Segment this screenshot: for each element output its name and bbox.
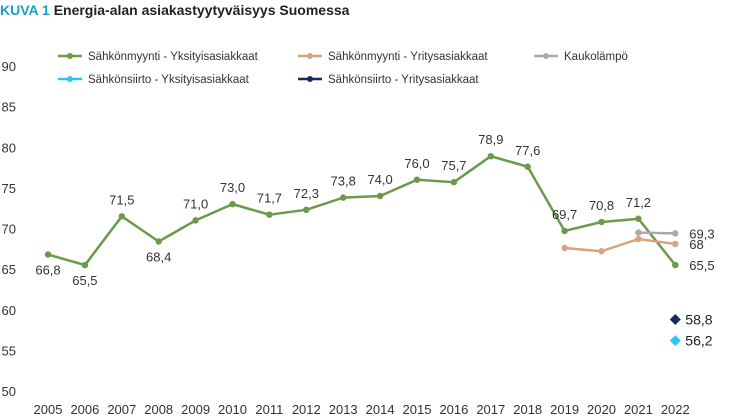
- data-point: [672, 261, 679, 269]
- data-point: [672, 230, 679, 237]
- x-tick-label: 2019: [550, 402, 579, 417]
- data-point: [266, 211, 273, 218]
- legend-label: Sähkönsiirto - Yksityisasiakkaat: [88, 74, 250, 86]
- data-label: 70,8: [589, 198, 614, 213]
- y-tick-label: 55: [2, 343, 16, 358]
- y-tick-label: 90: [2, 59, 16, 74]
- x-tick-label: 2016: [439, 402, 468, 417]
- legend-label: Kaukolämpö: [564, 51, 628, 63]
- series-line: [47, 154, 677, 267]
- data-point: [155, 238, 162, 245]
- x-tick-label: 2011: [255, 402, 283, 417]
- data-label: 74,0: [367, 172, 392, 187]
- legend-marker: [67, 53, 73, 59]
- data-label: 68,4: [146, 250, 171, 265]
- legend-marker: [543, 53, 549, 59]
- x-tick-label: 2017: [476, 402, 505, 417]
- data-point: [303, 206, 310, 214]
- y-tick-label: 65: [2, 262, 16, 277]
- data-point: [487, 152, 494, 160]
- data-label: 76,0: [404, 156, 429, 171]
- x-tick-label: 2022: [661, 402, 690, 417]
- x-tick-label: 2014: [366, 402, 395, 417]
- data-label: 72,3: [294, 186, 319, 201]
- x-tick-label: 2010: [218, 402, 247, 417]
- chart-title: KUVA 1 Energia-alan asiakastyytyväisyys …: [0, 2, 349, 18]
- data-point: [669, 314, 681, 325]
- data-point: [524, 163, 531, 170]
- data-point: [598, 248, 605, 255]
- x-tick-label: 2018: [513, 402, 542, 417]
- data-point: [669, 335, 681, 347]
- y-tick-label: 50: [2, 384, 16, 399]
- x-tick-label: 2009: [181, 402, 210, 417]
- data-point: [672, 240, 679, 248]
- y-tick-label: 80: [2, 140, 16, 155]
- data-label: 68: [689, 237, 703, 252]
- chart-title-text: Energia-alan asiakastyytyväisyys Suomess…: [53, 2, 350, 18]
- series-line: [638, 231, 676, 235]
- data-point: [561, 244, 568, 252]
- data-point: [44, 251, 52, 258]
- data-point: [81, 261, 89, 269]
- data-point: [376, 192, 384, 200]
- legend-label: Sähkönsiirto - Yritysasiakkaat: [328, 74, 479, 86]
- x-tick-label: 2013: [329, 402, 358, 417]
- x-tick-label: 2012: [292, 402, 321, 417]
- legend-label: Sähkönmyynti - Yritysasiakkaat: [328, 51, 488, 63]
- legend-marker: [307, 53, 313, 59]
- legend-marker: [67, 76, 73, 82]
- data-label: 78,9: [478, 132, 503, 147]
- y-tick-label: 75: [2, 181, 16, 196]
- data-label: 56,2: [685, 333, 712, 349]
- x-tick-label: 2007: [107, 402, 136, 417]
- data-label: 66,8: [35, 263, 60, 278]
- y-tick-label: 60: [2, 303, 16, 318]
- y-tick-label: 70: [2, 222, 16, 237]
- data-label: 71,0: [183, 196, 208, 211]
- data-point: [598, 218, 605, 226]
- data-label: 73,8: [331, 174, 356, 189]
- data-label: 71,5: [109, 192, 134, 207]
- legend-marker: [307, 76, 313, 82]
- x-tick-label: 2006: [70, 402, 99, 417]
- data-point: [635, 235, 642, 243]
- data-label: 65,5: [689, 258, 714, 273]
- data-point: [561, 227, 568, 235]
- data-label: 65,5: [72, 273, 97, 288]
- legend-label: Sähkönmyynti - Yksityisasiakkaat: [88, 51, 259, 63]
- x-tick-label: 2021: [624, 402, 653, 417]
- data-label: 75,7: [441, 158, 466, 173]
- data-label: 73,0: [220, 180, 245, 195]
- data-point: [450, 178, 458, 186]
- data-label: 69,7: [552, 207, 577, 222]
- x-tick-label: 2015: [403, 402, 432, 417]
- data-label: 58,8: [685, 312, 712, 328]
- data-point: [118, 213, 126, 220]
- x-tick-label: 2020: [587, 402, 616, 417]
- data-point: [192, 217, 199, 224]
- data-label: 71,2: [626, 195, 651, 210]
- data-label: 71,7: [257, 191, 282, 206]
- series-line: [564, 237, 676, 253]
- x-tick-label: 2008: [144, 402, 173, 417]
- data-point: [635, 229, 642, 236]
- data-point: [229, 200, 236, 208]
- data-point: [635, 215, 642, 222]
- x-tick-label: 2005: [34, 402, 63, 417]
- data-point: [413, 176, 421, 183]
- data-label: 69,3: [689, 226, 714, 241]
- data-point: [340, 194, 347, 201]
- data-label: 77,6: [515, 143, 540, 158]
- figure-number: KUVA 1: [0, 2, 50, 18]
- y-tick-label: 85: [2, 100, 16, 115]
